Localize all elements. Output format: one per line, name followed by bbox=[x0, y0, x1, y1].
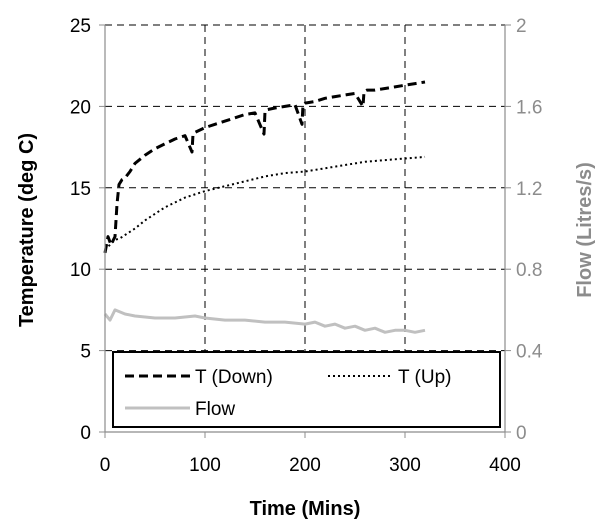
series-line-1 bbox=[103, 80, 426, 254]
x-tick-label: 0 bbox=[100, 455, 111, 476]
series-line-3 bbox=[103, 308, 426, 334]
y-tick-label: 25 bbox=[70, 16, 91, 37]
x-tick-label: 100 bbox=[189, 455, 221, 476]
y2-tick-label: 0 bbox=[516, 423, 527, 444]
y-tick-label: 15 bbox=[70, 179, 91, 200]
legend-label-3: Flow bbox=[195, 399, 235, 420]
x-tick-label: 200 bbox=[289, 455, 321, 476]
legend: T (Down) T (Up) Flow bbox=[112, 351, 501, 428]
x-axis-title: Time (Mins) bbox=[250, 498, 361, 520]
y2-tick-label: 1.2 bbox=[516, 179, 542, 200]
series-line-2 bbox=[104, 155, 426, 251]
y2-tick-label: 0.8 bbox=[516, 260, 542, 281]
y-axis-title: Temperature (deg C) bbox=[16, 133, 38, 327]
y-tick-label: 20 bbox=[70, 97, 91, 118]
legend-label-2: T (Up) bbox=[398, 367, 451, 388]
series-layer bbox=[103, 80, 426, 334]
axes bbox=[99, 24, 511, 438]
legend-label-1: T (Down) bbox=[195, 367, 273, 388]
y2-axis-title: Flow (Litres/s) bbox=[574, 162, 596, 298]
y-tick-label: 0 bbox=[80, 423, 91, 444]
y-tick-label: 5 bbox=[80, 342, 91, 363]
y2-tick-label: 0.4 bbox=[516, 342, 543, 363]
y2-tick-label: 2 bbox=[516, 16, 527, 37]
x-tick-label: 300 bbox=[389, 455, 421, 476]
x-tick-label: 400 bbox=[489, 455, 521, 476]
y2-tick-label: 1.6 bbox=[516, 97, 542, 118]
y-tick-label: 10 bbox=[70, 260, 91, 281]
legend-box bbox=[112, 351, 501, 428]
tick-labels: 0 100 200 300 400 0 5 10 15 20 25 0 0.4 0.8 1.2 1.6 2 bbox=[70, 16, 543, 476]
